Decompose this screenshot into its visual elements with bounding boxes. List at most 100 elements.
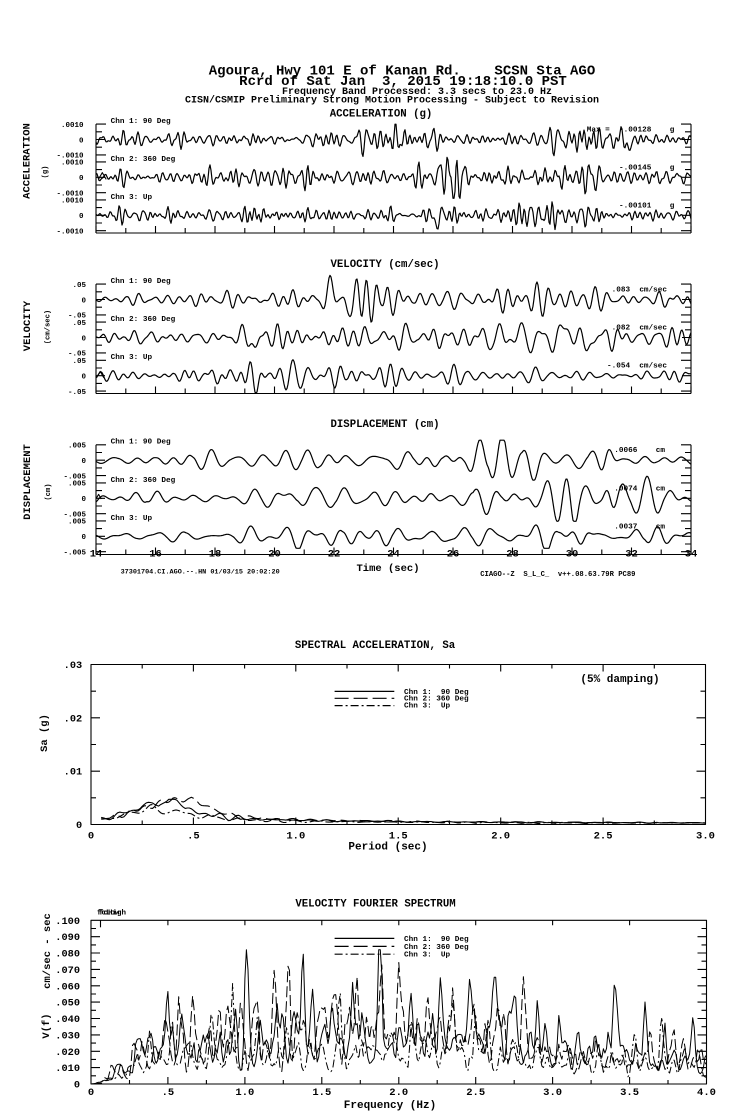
- svg-text:-.0010: -.0010: [56, 153, 84, 161]
- svg-text:Chn 1: 90 Deg: Chn 1: 90 Deg: [111, 439, 171, 447]
- svg-text:14: 14: [90, 549, 103, 561]
- svg-text:1.0: 1.0: [286, 831, 305, 843]
- svg-text:Rcrd of Sat Jan 3, 2015 19:18: Rcrd of Sat Jan 3, 2015 19:18:10.0 PST: [239, 74, 567, 90]
- svg-text:-.05: -.05: [68, 351, 87, 359]
- svg-text:3.5: 3.5: [620, 1087, 639, 1099]
- svg-text:4.0: 4.0: [697, 1087, 716, 1099]
- svg-text:Frequency (Hz): Frequency (Hz): [344, 1100, 436, 1112]
- svg-text:Frequency Band Processed: 3.3: Frequency Band Processed: 3.3 secs to 23…: [282, 86, 552, 98]
- svg-text:-.0010: -.0010: [56, 229, 84, 237]
- svg-text:2.5: 2.5: [466, 1087, 485, 1099]
- svg-text:(cm/sec): (cm/sec): [45, 310, 53, 345]
- svg-text:.0074 cm: .0074 cm: [614, 485, 665, 493]
- svg-text:37301704.CI.AGO.--.HN 01/03/15: 37301704.CI.AGO.--.HN 01/03/15 20:02:20: [121, 568, 280, 576]
- svg-text:0: 0: [81, 496, 86, 504]
- svg-text:.01: .01: [64, 767, 83, 779]
- svg-text:ACCELERATION: ACCELERATION: [22, 123, 34, 199]
- svg-text:Chn 1: 90 Deg: Chn 1: 90 Deg: [404, 936, 469, 944]
- svg-text:.0010: .0010: [61, 122, 84, 130]
- svg-text:Chn 3: Up: Chn 3: Up: [111, 194, 153, 202]
- svg-text:VELOCITY FOURIER SPECTRUM: VELOCITY FOURIER SPECTRUM: [295, 899, 455, 911]
- svg-text:2.0: 2.0: [389, 1087, 408, 1099]
- svg-text:0: 0: [81, 534, 86, 542]
- svg-text:DISPLACEMENT (cm): DISPLACEMENT (cm): [330, 419, 439, 431]
- svg-text:.0010: .0010: [61, 198, 84, 206]
- svg-text:.050: .050: [55, 998, 80, 1010]
- svg-text:.0037 cm: .0037 cm: [614, 523, 665, 531]
- svg-text:0: 0: [81, 297, 86, 305]
- svg-text:-.00145 g: -.00145 g: [619, 164, 675, 172]
- svg-text:0: 0: [79, 137, 84, 145]
- svg-text:.060: .060: [55, 981, 80, 993]
- svg-text:ACCELERATION (g): ACCELERATION (g): [330, 109, 433, 121]
- svg-text:-.05: -.05: [68, 313, 87, 321]
- svg-text:Period (sec): Period (sec): [348, 842, 427, 854]
- svg-text:Max = -.00128 g: Max = -.00128 g: [587, 127, 675, 135]
- svg-text:16: 16: [149, 549, 162, 561]
- svg-text:24: 24: [387, 549, 400, 561]
- svg-text:2.0: 2.0: [491, 831, 510, 843]
- svg-text:(cm): (cm): [45, 483, 53, 500]
- svg-text:.100: .100: [55, 916, 80, 928]
- svg-text:0: 0: [81, 458, 86, 466]
- svg-text:.080: .080: [55, 949, 80, 961]
- svg-text:Agoura, Hwy 101 E of Kanan Rd.: Agoura, Hwy 101 E of Kanan Rd. SCSN Sta …: [209, 64, 595, 80]
- svg-text:Time (sec): Time (sec): [356, 563, 419, 575]
- svg-text:20: 20: [268, 549, 281, 561]
- svg-text:fcHigh: fcHigh: [99, 910, 127, 918]
- svg-text:SPECTRAL ACCELERATION, Sa: SPECTRAL ACCELERATION, Sa: [295, 640, 456, 652]
- svg-text:28: 28: [506, 549, 519, 561]
- svg-text:2.5: 2.5: [594, 831, 613, 843]
- svg-text:Chn 2: 360 Deg: Chn 2: 360 Deg: [111, 477, 176, 485]
- svg-text:34: 34: [685, 549, 698, 561]
- svg-text:VELOCITY (cm/sec): VELOCITY (cm/sec): [330, 259, 439, 271]
- svg-text:-.054 cm/sec: -.054 cm/sec: [607, 363, 667, 371]
- svg-text:-.05: -.05: [68, 389, 87, 397]
- svg-text:1.5: 1.5: [312, 1087, 331, 1099]
- svg-text:.082 cm/sec: .082 cm/sec: [612, 325, 668, 333]
- svg-text:(g): (g): [42, 166, 50, 179]
- svg-text:CIAGO--Z S_L_C_ v++.08.63.79: CIAGO--Z S_L_C_ v++.08.63.79R PC89: [480, 571, 635, 579]
- svg-text:.0010: .0010: [61, 160, 84, 168]
- svg-text:cm/sec - sec: cm/sec - sec: [42, 913, 54, 989]
- svg-text:Sa (g): Sa (g): [39, 714, 51, 752]
- svg-text:.005: .005: [68, 443, 87, 451]
- svg-text:CISN/CSMIP Preliminary Strong: CISN/CSMIP Preliminary Strong Motion Pro…: [185, 95, 599, 107]
- svg-text:Chn 3: Up: Chn 3: Up: [404, 952, 451, 960]
- svg-text:.070: .070: [55, 965, 80, 977]
- svg-text:.02: .02: [64, 713, 83, 725]
- svg-text:3.0: 3.0: [543, 1087, 562, 1099]
- svg-text:.005: .005: [68, 519, 87, 527]
- svg-text:Chn 3: Up: Chn 3: Up: [111, 515, 153, 523]
- svg-text:-.005: -.005: [63, 550, 86, 558]
- svg-text:.5: .5: [162, 1087, 175, 1099]
- svg-text:1.0: 1.0: [235, 1087, 254, 1099]
- svg-text:-.00101 g: -.00101 g: [619, 202, 675, 210]
- svg-text:.040: .040: [55, 1014, 80, 1026]
- svg-text:0: 0: [81, 374, 86, 382]
- svg-text:Chn 2: 360 Deg: Chn 2: 360 Deg: [404, 696, 469, 704]
- svg-text:0: 0: [88, 831, 94, 843]
- svg-text:0: 0: [81, 335, 86, 343]
- svg-text:.03: .03: [64, 660, 83, 672]
- svg-text:VELOCITY: VELOCITY: [22, 300, 34, 351]
- svg-text:-.0010: -.0010: [56, 191, 84, 199]
- svg-text:DISPLACEMENT: DISPLACEMENT: [22, 444, 34, 520]
- svg-text:.083 cm/sec: .083 cm/sec: [612, 287, 668, 295]
- svg-text:.05: .05: [72, 282, 86, 290]
- svg-text:Chn 3: Up: Chn 3: Up: [111, 354, 153, 362]
- svg-text:0: 0: [79, 213, 84, 221]
- svg-text:fcLow: fcLow: [97, 910, 120, 918]
- svg-text:0: 0: [74, 1080, 80, 1092]
- svg-text:Chn 1: 90 Deg: Chn 1: 90 Deg: [404, 689, 469, 697]
- svg-text:.0066 cm: .0066 cm: [614, 447, 665, 455]
- svg-text:Chn 2: 360 Deg: Chn 2: 360 Deg: [111, 156, 176, 164]
- svg-text:.05: .05: [72, 358, 86, 366]
- svg-text:(5% damping): (5% damping): [580, 674, 659, 686]
- svg-text:-.005: -.005: [63, 512, 86, 520]
- svg-text:32: 32: [625, 549, 638, 561]
- svg-text:.030: .030: [55, 1030, 80, 1042]
- svg-text:0: 0: [79, 175, 84, 183]
- svg-text:V(f): V(f): [41, 1013, 53, 1038]
- svg-text:0: 0: [76, 820, 82, 832]
